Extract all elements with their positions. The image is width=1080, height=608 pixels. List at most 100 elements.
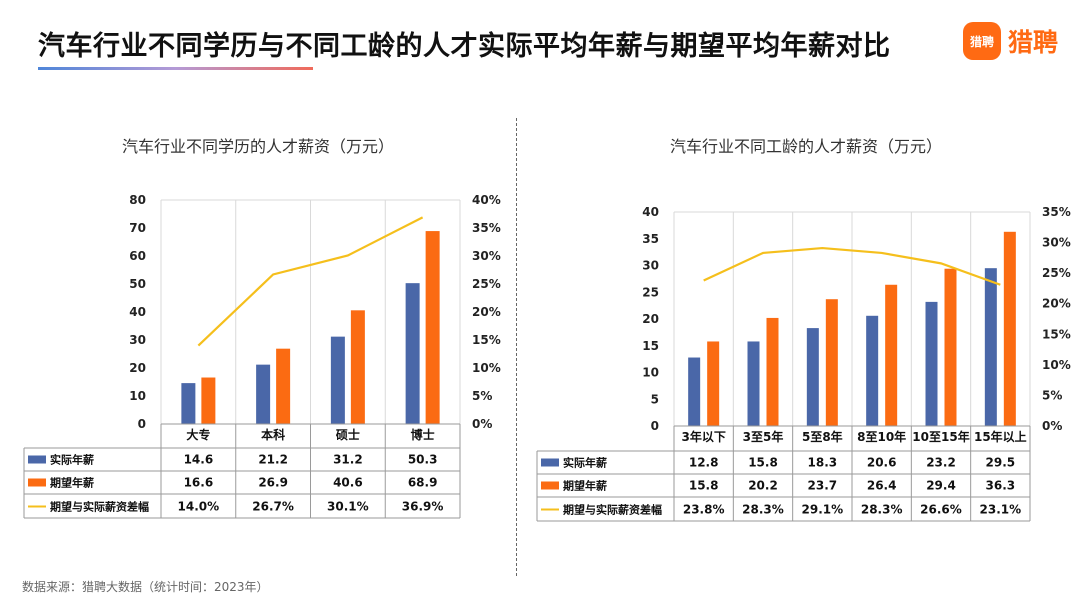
chart-0-table-cell: 36.9% (402, 500, 444, 514)
chart-0-y2-tick-label: 10% (472, 361, 501, 375)
chart-0-y-tick-label: 0 (138, 417, 146, 431)
chart-1-y-tick-label: 0 (651, 419, 659, 433)
chart-1-table-cell: 26.6% (920, 503, 962, 517)
chart-1-title: 汽车行业不同工龄的人才薪资（万元） (670, 137, 942, 156)
chart-1-table-cell: 20.2 (748, 479, 778, 493)
chart-1-legend-label: 期望与实际薪资差幅 (563, 503, 662, 517)
chart-1-table-cell: 36.3 (986, 479, 1016, 493)
chart-0-y-tick-label: 70 (129, 221, 146, 235)
chart-0-table-cell: 40.6 (333, 476, 363, 490)
chart-1-table-cell: 23.1% (980, 503, 1022, 517)
chart-0-table-cell: 16.6 (184, 476, 214, 490)
chart-1-y2-tick-label: 35% (1042, 205, 1071, 219)
chart-1-bar-expected (766, 317, 779, 426)
chart-0-category-label: 大专 (186, 427, 210, 442)
chart-0-bar-expected (276, 348, 291, 424)
chart-0-y2-tick-label: 40% (472, 193, 501, 207)
chart-0-legend-label: 实际年薪 (50, 453, 94, 467)
chart-divider (516, 118, 517, 576)
chart-1-y2-tick-label: 10% (1042, 358, 1071, 372)
chart-1-table-cell: 15.8 (689, 479, 719, 493)
chart-1-table-cell: 18.3 (808, 456, 838, 470)
chart-1-table-cell: 26.4 (867, 479, 897, 493)
chart-0-title: 汽车行业不同学历的人才薪资（万元） (122, 137, 394, 156)
chart-1-table-cell: 29.4 (926, 479, 956, 493)
chart-0-bar-actual (181, 383, 196, 424)
chart-1-category-label: 3年以下 (681, 429, 725, 444)
chart-0-category-label: 本科 (261, 427, 285, 442)
chart-1-y2-tick-label: 25% (1042, 266, 1071, 280)
chart-0-category-label: 硕士 (336, 427, 360, 442)
chart-1-bar-actual (806, 328, 819, 426)
chart-0-table-cell: 14.6 (184, 453, 214, 467)
chart-1-line-gap (703, 246, 1001, 286)
chart-0-legend-key-expected (28, 478, 46, 487)
chart-0-y-tick-label: 50 (129, 277, 146, 291)
chart-1-legend-key-actual (541, 458, 559, 467)
chart-1-category-label: 15年以上 (974, 429, 1027, 444)
chart-0-bar-actual (405, 283, 420, 424)
chart-1-table-cell: 28.3% (742, 503, 784, 517)
chart-0-category-label: 博士 (411, 427, 435, 442)
chart-1-table-cell: 15.8 (748, 456, 778, 470)
chart-0-y-tick-label: 20 (129, 361, 146, 375)
chart-1-table-cell: 28.3% (861, 503, 903, 517)
chart-0-bar-expected (425, 231, 440, 424)
chart-1-y-tick-label: 20 (642, 312, 659, 326)
chart-1-table-cell: 12.8 (689, 456, 719, 470)
chart-1-y-tick-label: 40 (642, 205, 659, 219)
chart-1-bar-expected (885, 284, 898, 426)
chart-0-legend-label: 期望年薪 (50, 476, 94, 490)
chart-1-bar-expected (1003, 231, 1016, 426)
chart-0-y-tick-label: 30 (129, 333, 146, 347)
chart-0-bar-actual (330, 336, 345, 424)
chart-0-y-tick-label: 10 (129, 389, 146, 403)
chart-1-category-label: 10至15年 (912, 429, 969, 444)
chart-0-table-cell: 30.1% (327, 500, 369, 514)
chart-1-table-cell: 23.2 (926, 456, 956, 470)
chart-1-y-tick-label: 15 (642, 339, 659, 353)
chart-0-legend-key-actual (28, 455, 46, 464)
chart-0-table-cell: 21.2 (258, 453, 288, 467)
chart-1-y-tick-label: 5 (651, 392, 659, 406)
chart-1-y2-tick-label: 20% (1042, 297, 1071, 311)
chart-1-table-cell: 29.1% (802, 503, 844, 517)
chart-0-y2-tick-label: 20% (472, 305, 501, 319)
chart-0-bar-expected (201, 377, 216, 424)
chart-0-line-gap (197, 216, 424, 347)
chart-0-table-cell: 26.9 (258, 476, 288, 490)
chart-0-y2-tick-label: 15% (472, 333, 501, 347)
chart-0-table-cell: 68.9 (408, 476, 438, 490)
brand: 猎聘 猎聘 (962, 22, 1058, 60)
chart-1-category-label: 8至10年 (857, 429, 906, 444)
chart-0-table-cell: 14.0% (178, 500, 220, 514)
chart-1-table-cell: 23.7 (808, 479, 838, 493)
chart-0-y2-tick-label: 0% (472, 417, 492, 431)
chart-1-y2-tick-label: 5% (1042, 388, 1062, 402)
chart-0-y2-tick-label: 30% (472, 249, 501, 263)
chart-1-legend-label: 实际年薪 (563, 456, 607, 470)
brand-name: 猎聘 (1007, 28, 1058, 57)
chart-1-y2-tick-label: 30% (1042, 236, 1071, 250)
chart-0-table-cell: 26.7% (252, 500, 294, 514)
chart-1-category-label: 5至8年 (802, 429, 843, 444)
chart-0-bar-actual (256, 364, 271, 424)
chart-0-y2-tick-label: 25% (472, 277, 501, 291)
chart-1-legend-label: 期望年薪 (563, 479, 607, 493)
page-title: 汽车行业不同学历与不同工龄的人才实际平均年薪与期望平均年薪对比 (38, 31, 891, 62)
chart-0-y2-tick-label: 35% (472, 221, 501, 235)
chart-1-table-cell: 20.6 (867, 456, 897, 470)
chart-1-table-cell: 29.5 (986, 456, 1016, 470)
chart-1-bar-actual (747, 341, 760, 426)
chart-1-bar-actual (688, 357, 701, 426)
chart-0-y2-tick-label: 5% (472, 389, 492, 403)
chart-0-legend-label: 期望与实际薪资差幅 (50, 500, 149, 514)
chart-0-y-tick-label: 80 (129, 193, 146, 207)
chart-1-bar-actual (984, 268, 997, 426)
chart-0-bar-expected (350, 310, 365, 424)
chart-1-y2-tick-label: 0% (1042, 419, 1062, 433)
title-underline (38, 67, 313, 70)
chart-0-table-cell: 31.2 (333, 453, 363, 467)
chart-1-bar-actual (925, 301, 938, 426)
chart-1-bar-actual (866, 315, 879, 426)
